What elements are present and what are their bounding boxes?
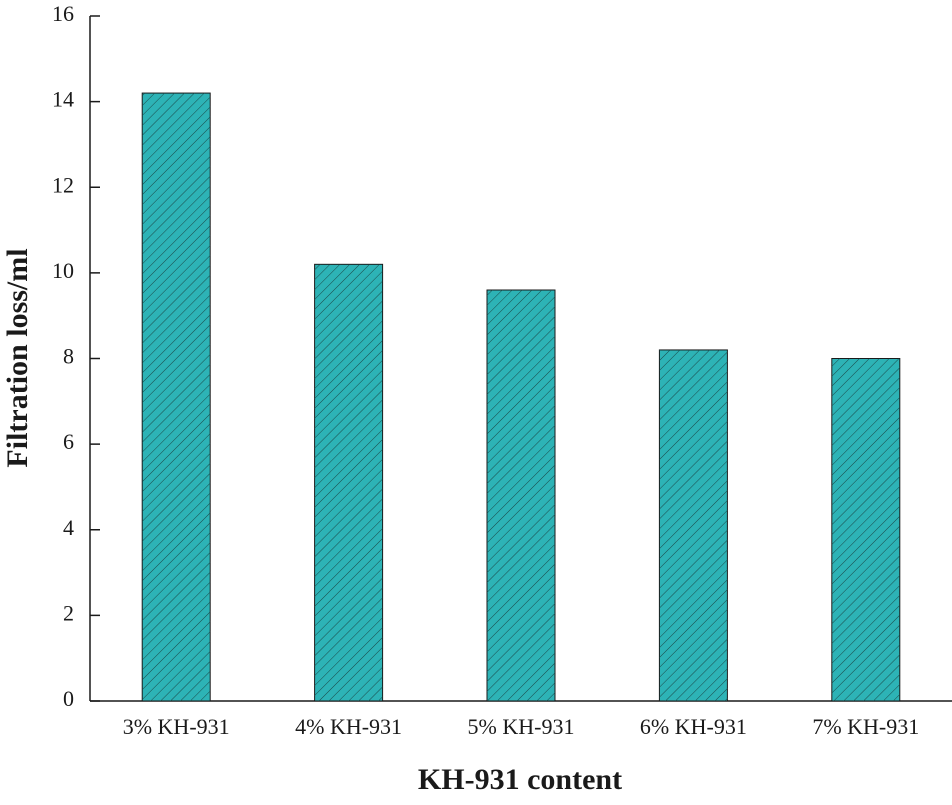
x-tick-label: 7% KH-931 (812, 714, 919, 739)
x-axis-title: KH-931 content (418, 763, 622, 796)
x-tick-label: 4% KH-931 (295, 714, 402, 739)
y-tick-label: 0 (63, 686, 74, 711)
bar (141, 92, 211, 702)
y-axis-title: Filtration loss/ml (1, 248, 34, 467)
y-tick-label: 2 (63, 600, 74, 625)
y-tick-label: 10 (52, 258, 74, 283)
y-tick-label: 6 (63, 429, 74, 454)
x-tick-label: 5% KH-931 (468, 714, 575, 739)
y-tick-label: 4 (63, 515, 74, 540)
x-tick-label: 6% KH-931 (640, 714, 747, 739)
bar (314, 263, 384, 702)
x-tick-label: 3% KH-931 (123, 714, 230, 739)
y-tick-label: 8 (63, 344, 74, 369)
bar (658, 349, 728, 702)
y-tick-label: 16 (52, 1, 74, 26)
bar (486, 289, 556, 702)
y-tick-label: 12 (52, 172, 74, 197)
bar (831, 358, 901, 702)
y-tick-label: 14 (52, 87, 74, 112)
